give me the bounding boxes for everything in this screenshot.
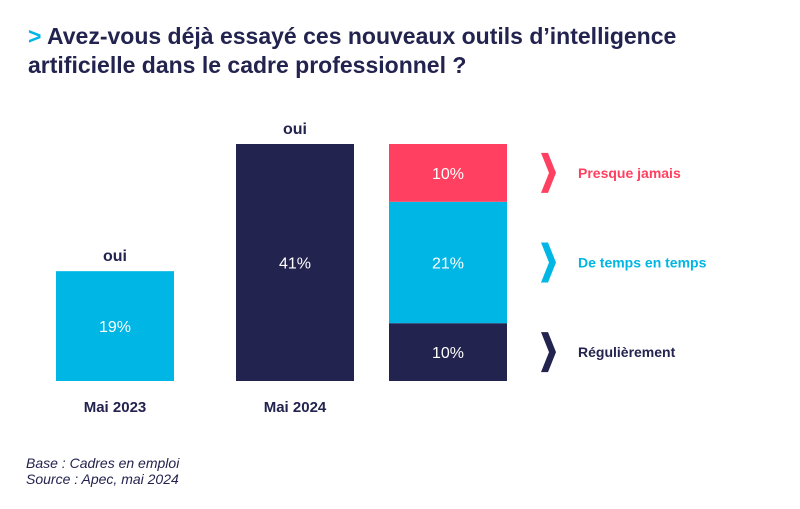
bar-top-label-mai-2024: oui <box>283 121 307 138</box>
segment-value-label-de-temps-en-temps: 21% <box>432 256 464 273</box>
legend-label-presque-jamais: Presque jamais <box>578 165 681 181</box>
stacked-segment-r-guli-rement <box>389 323 507 381</box>
stacked-segment-de-temps-en-temps <box>389 201 507 324</box>
legend-label-de-temps-en-temps: De temps en temps <box>578 255 707 271</box>
bar-mai-2024 <box>236 144 354 381</box>
category-label-mai-2023: Mai 2023 <box>84 399 147 416</box>
segment-value-label-r-guli-rement: 10% <box>432 345 464 362</box>
footer-source: Source : Apec, mai 2024 <box>26 471 179 487</box>
stacked-segment-presque-jamais <box>389 144 507 202</box>
chart-title: > Avez-vous déjà essayé ces nouveaux out… <box>28 22 748 80</box>
category-label-mai-2024: Mai 2024 <box>264 399 327 416</box>
title-text: Avez-vous déjà essayé ces nouveaux outil… <box>28 23 677 78</box>
footer-notes: Base : Cadres en emploi Source : Apec, m… <box>26 455 179 487</box>
bar-value-label-mai-2023: 19% <box>99 319 131 336</box>
legend-label-r-guli-rement: Régulièrement <box>578 344 676 360</box>
chevron-right-icon <box>541 242 556 283</box>
title-arrow-icon: > <box>28 23 42 49</box>
chevron-right-icon <box>541 152 556 193</box>
bar-value-label-mai-2024: 41% <box>279 256 311 273</box>
bar-mai-2023 <box>56 271 174 381</box>
bar-top-label-mai-2023: oui <box>103 248 127 265</box>
segment-value-label-presque-jamais: 10% <box>432 166 464 183</box>
chevron-right-icon <box>541 332 556 373</box>
footer-base: Base : Cadres en emploi <box>26 455 180 471</box>
